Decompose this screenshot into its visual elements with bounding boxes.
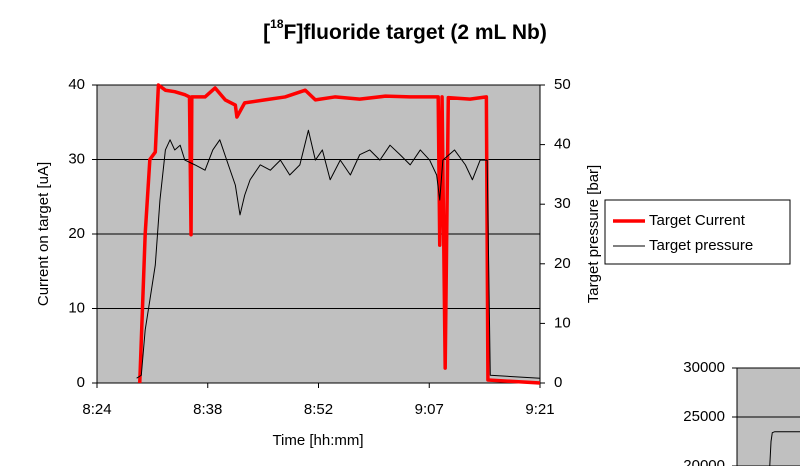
y2-tick-label: 40 [554, 136, 571, 153]
legend-label: Target Current [649, 212, 746, 229]
legend-label: Target pressure [649, 237, 753, 254]
legend-box [604, 199, 791, 265]
y-tick-label: 25000 [683, 408, 725, 425]
y2-axis-label: Target pressure [bar] [585, 165, 602, 303]
y-tick-label: 0 [77, 374, 85, 391]
y-axis-label: Current on target [uA] [35, 162, 52, 306]
x-axis-label: Time [hh:mm] [272, 432, 363, 449]
y-tick-label: 20000 [683, 457, 725, 466]
y-tick-label: 30000 [683, 359, 725, 376]
title-part: [ [263, 21, 270, 44]
y2-tick-label: 50 [554, 76, 571, 93]
x-tick-label: 9:21 [525, 401, 554, 418]
x-tick-label: 8:52 [304, 401, 333, 418]
data-line [136, 129, 541, 379]
y-tick-label: 20 [68, 225, 85, 242]
y2-tick-label: 30 [554, 195, 571, 212]
y-tick-label: 10 [68, 299, 85, 316]
y-tick-label: 40 [68, 76, 85, 93]
y-tick-label: 30 [68, 150, 85, 167]
x-tick-label: 8:24 [82, 401, 111, 418]
title-part: F]fluoride target (2 mL Nb) [284, 21, 547, 44]
x-tick-label: 9:07 [415, 401, 444, 418]
data-line [137, 83, 541, 385]
title-superscript: 18 [270, 17, 284, 31]
y2-tick-label: 20 [554, 255, 571, 272]
data-line [769, 431, 800, 466]
chart-title: [18F]fluoride target (2 mL Nb) [263, 17, 547, 43]
y2-tick-label: 10 [554, 314, 571, 331]
x-tick-label: 8:38 [193, 401, 222, 418]
y2-tick-label: 0 [554, 374, 562, 391]
